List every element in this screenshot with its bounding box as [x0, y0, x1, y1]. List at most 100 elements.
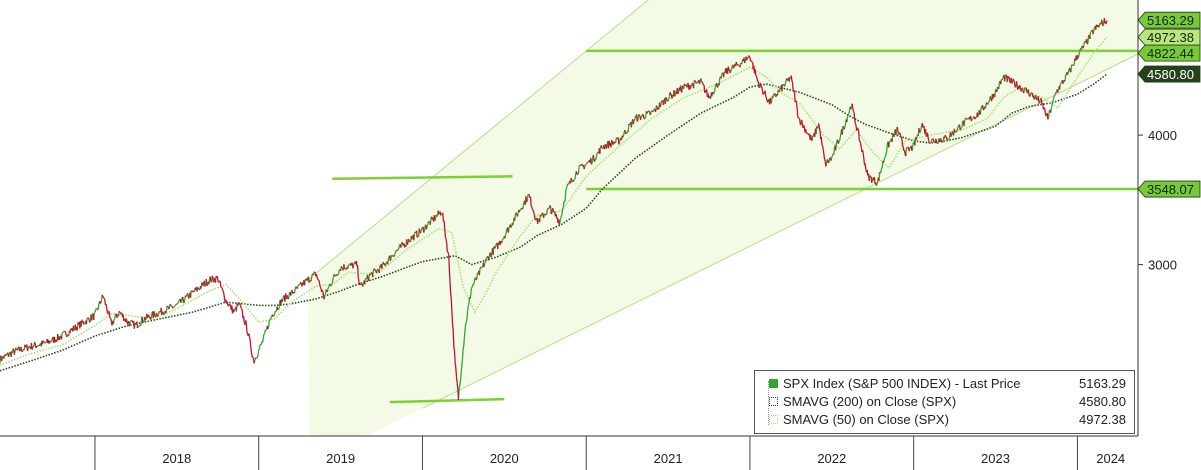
- price-segment: [719, 76, 722, 79]
- price-segment: [377, 269, 380, 274]
- price-segment: [925, 134, 928, 137]
- price-segment: [886, 142, 889, 151]
- price-segment: [430, 216, 433, 220]
- price-segment: [912, 142, 915, 144]
- price-segment: [1032, 95, 1035, 100]
- price-segment: [459, 373, 462, 382]
- price-segment: [957, 124, 960, 127]
- price-segment: [179, 298, 182, 303]
- price-segment: [329, 283, 332, 287]
- price-segment: [444, 236, 447, 240]
- price-segment: [896, 126, 899, 133]
- price-segment: [900, 137, 903, 140]
- price-segment: [730, 68, 733, 72]
- price-segment: [64, 331, 67, 336]
- price-segment: [1053, 93, 1056, 97]
- price-segment: [452, 329, 455, 348]
- price-segment: [779, 87, 782, 90]
- price-segment: [303, 280, 306, 286]
- price-segment: [374, 269, 376, 271]
- price-segment: [115, 313, 118, 317]
- price-segment: [542, 213, 545, 218]
- legend-swatch-spx: [769, 379, 778, 388]
- price-segment: [938, 138, 941, 143]
- price-segment: [550, 208, 553, 215]
- price-segment: [885, 150, 888, 154]
- price-segment: [261, 341, 264, 343]
- price-segment: [799, 118, 802, 125]
- price-segment: [516, 214, 519, 217]
- price-segment: [735, 61, 738, 65]
- price-segment: [169, 303, 172, 306]
- price-segment: [403, 243, 406, 248]
- price-segment: [21, 350, 23, 353]
- price-segment: [573, 178, 575, 181]
- price-segment: [1078, 53, 1081, 57]
- price-segment: [818, 127, 821, 131]
- price-segment: [944, 134, 947, 137]
- price-segment: [700, 78, 703, 82]
- price-segment: [803, 125, 805, 127]
- price-segment: [1101, 22, 1104, 27]
- price-segment: [201, 282, 204, 287]
- price-segment: [581, 164, 584, 167]
- price-segment: [15, 347, 18, 350]
- price-segment: [576, 173, 579, 176]
- price-segment: [1056, 89, 1059, 93]
- price-segment: [348, 263, 351, 266]
- price-segment: [113, 318, 116, 321]
- price-segment: [906, 147, 908, 149]
- price-segment: [383, 263, 386, 267]
- price-segment: [838, 140, 841, 143]
- price-segment: [544, 213, 547, 216]
- badge-level-high: 4822.44: [1137, 44, 1201, 62]
- price-segment: [88, 318, 91, 323]
- price-segment: [112, 320, 114, 325]
- price-segment: [756, 78, 759, 82]
- price-segment: [528, 193, 530, 196]
- price-segment: [876, 181, 879, 185]
- badge-sma50-shape: [1137, 28, 1201, 46]
- price-segment: [877, 177, 880, 182]
- price-segment: [49, 340, 52, 343]
- price-segment: [328, 284, 331, 288]
- price-segment: [426, 225, 429, 228]
- price-segment: [30, 342, 33, 350]
- price-segment: [528, 194, 531, 198]
- price-segment: [343, 264, 346, 269]
- price-segment: [559, 218, 562, 222]
- price-segment: [248, 333, 251, 338]
- price-segment: [1024, 87, 1027, 89]
- price-segment: [921, 123, 924, 128]
- price-segment: [127, 320, 130, 324]
- price-segment: [370, 272, 372, 275]
- price-segment: [122, 314, 125, 322]
- price-segment: [262, 333, 265, 339]
- price-segment: [1012, 78, 1015, 81]
- price-segment: [806, 132, 809, 135]
- price-segment: [104, 299, 107, 305]
- price-segment: [220, 285, 222, 288]
- price-segment: [581, 163, 583, 166]
- price-segment: [351, 263, 354, 269]
- price-segment: [176, 302, 179, 305]
- price-segment: [899, 135, 902, 138]
- price-segment: [638, 114, 641, 117]
- price-segment: [256, 356, 258, 359]
- price-segment: [979, 106, 982, 115]
- price-segment: [508, 226, 511, 229]
- price-segment: [484, 262, 486, 264]
- price-segment: [340, 266, 343, 269]
- price-segment: [993, 95, 996, 98]
- price-segment: [443, 220, 446, 230]
- price-segment: [361, 283, 363, 286]
- price-segment: [637, 114, 640, 121]
- price-segment: [1038, 101, 1041, 104]
- price-segment: [911, 143, 914, 151]
- price-segment: [1007, 75, 1010, 79]
- price-segment: [385, 262, 388, 266]
- price-segment: [271, 314, 274, 317]
- price-segment: [79, 321, 82, 327]
- price-segment: [768, 99, 771, 105]
- price-segment: [586, 162, 589, 164]
